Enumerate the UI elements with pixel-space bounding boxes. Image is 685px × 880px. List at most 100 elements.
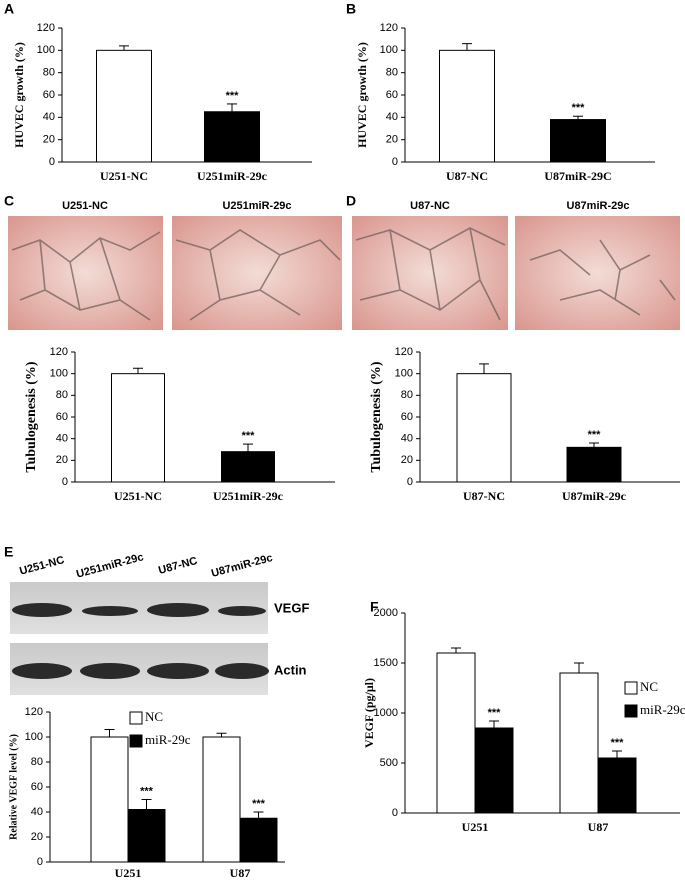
y-axis-label: Relative VEGF level (%) — [8, 734, 19, 840]
bar — [439, 49, 495, 163]
y-tick-label: 60 — [43, 89, 55, 101]
x-tick-label: U87 — [230, 866, 251, 880]
chart: B HUVEC growth (%) 0 20 40 60 80 100 120 U87-NC U8… — [346, 1, 655, 183]
lane-label: U251-NC — [18, 554, 65, 577]
significance-label: *** — [252, 798, 266, 810]
x-tick-label: U251miR-29c — [197, 169, 268, 183]
image-label: U87-NC — [410, 200, 450, 212]
significance-label: *** — [611, 737, 625, 749]
y-tick-label: 60 — [401, 411, 413, 423]
y-tick-label: 40 — [401, 433, 413, 445]
y-tick-label: 20 — [43, 134, 55, 146]
band-label: VEGF — [274, 600, 309, 615]
x-tick-label: U251-NC — [100, 169, 148, 183]
bar — [456, 373, 512, 483]
y-tick-label: 100 — [50, 368, 68, 380]
x-tick-label: U87miR-29c — [562, 489, 627, 503]
y-tick-label: 1000 — [374, 707, 398, 719]
y-tick-label: 0 — [62, 476, 68, 488]
y-tick-label: 100 — [380, 44, 398, 56]
y-tick-label: 0 — [392, 156, 398, 168]
y-tick-label: 80 — [43, 67, 55, 79]
y-tick-label: 100 — [395, 368, 413, 380]
y-tick-label: 40 — [43, 111, 55, 123]
significance-label: *** — [242, 430, 256, 442]
x-tick-label: U251-NC — [114, 489, 162, 503]
significance-label: *** — [572, 102, 586, 114]
significance-label: *** — [588, 429, 602, 441]
legend-swatch — [129, 711, 143, 725]
x-tick-label: U251 — [462, 820, 489, 834]
y-tick-label: 120 — [380, 22, 398, 34]
significance-label: *** — [140, 785, 154, 797]
significance-label: *** — [226, 90, 240, 102]
bar — [559, 672, 599, 814]
chart: F VEGF (pg/μl) 0 500 1000 1500 2000 U251 U87 NC **… — [362, 599, 685, 834]
blot-bands — [12, 603, 269, 679]
y-tick-label: 0 — [37, 856, 43, 868]
y-tick-label: 120 — [25, 706, 43, 718]
y-tick-label: 60 — [386, 89, 398, 101]
bar — [90, 736, 129, 863]
chart: Tubulogenesis (%) 0 20 40 60 80 100 120 U87-NC U8… — [369, 346, 680, 503]
legend-label: NC — [145, 709, 163, 724]
y-tick-label: 40 — [386, 111, 398, 123]
y-tick-label: 80 — [31, 756, 43, 768]
band-label: Actin — [274, 662, 307, 677]
y-tick-label: 120 — [395, 346, 413, 358]
bar — [202, 736, 241, 863]
y-tick-label: 120 — [37, 22, 55, 34]
y-axis-label: HUVEC growth (%) — [355, 42, 369, 148]
micrograph — [172, 216, 342, 330]
lane-label: U87miR-29c — [210, 552, 274, 580]
y-tick-label: 80 — [386, 67, 398, 79]
y-axis-label: HUVEC growth (%) — [12, 42, 26, 148]
micrograph — [352, 216, 508, 330]
y-tick-label: 40 — [56, 433, 68, 445]
y-tick-label: 60 — [56, 411, 68, 423]
legend-swatch — [624, 704, 638, 718]
legend-label: miR-29c — [640, 702, 685, 717]
y-axis-label: Tubulogenesis (%) — [369, 361, 384, 472]
x-tick-label: U87-NC — [446, 169, 488, 183]
legend-swatch — [129, 734, 143, 748]
y-tick-label: 20 — [386, 134, 398, 146]
image-label: U87miR-29c — [567, 200, 630, 212]
image-label: U251miR-29c — [222, 200, 291, 212]
y-tick-label: 60 — [31, 781, 43, 793]
y-axis-label: Tubulogenesis (%) — [24, 361, 39, 472]
image-label: U251-NC — [62, 200, 108, 212]
y-tick-label: 80 — [56, 389, 68, 401]
chart: A HUVEC growth (%) 0 20 40 60 80 100 120 U251-NC U… — [4, 1, 312, 183]
y-tick-label: 100 — [25, 731, 43, 743]
y-tick-label: 40 — [31, 806, 43, 818]
bar — [127, 809, 166, 863]
y-tick-label: 100 — [37, 44, 55, 56]
bar — [96, 49, 152, 163]
chart: Relative VEGF level (%) 0 20 40 60 80 100 120 U2… — [8, 706, 285, 880]
x-tick-label: U87 — [588, 820, 609, 834]
legend-label: miR-29c — [145, 732, 191, 747]
y-tick-label: 1500 — [374, 657, 398, 669]
cell-network — [11, 227, 676, 321]
bar — [597, 757, 637, 814]
y-tick-label: 20 — [56, 454, 68, 466]
legend-label: NC — [640, 679, 658, 694]
y-tick-label: 0 — [407, 476, 413, 488]
bar — [550, 119, 606, 163]
bar — [239, 817, 278, 863]
bar — [566, 446, 622, 483]
bar — [436, 652, 476, 814]
panel-letter: A — [4, 1, 14, 17]
bar — [221, 451, 275, 483]
panel-letter: B — [346, 1, 356, 17]
y-tick-label: 500 — [380, 757, 398, 769]
bar — [111, 373, 165, 483]
y-tick-label: 2000 — [374, 607, 398, 619]
panel-letter: C — [4, 193, 14, 209]
x-tick-label: U87miR-29C — [544, 169, 611, 183]
bar — [204, 111, 260, 163]
y-tick-label: 0 — [49, 156, 55, 168]
y-tick-label: 0 — [392, 807, 398, 819]
significance-label: *** — [488, 707, 502, 719]
